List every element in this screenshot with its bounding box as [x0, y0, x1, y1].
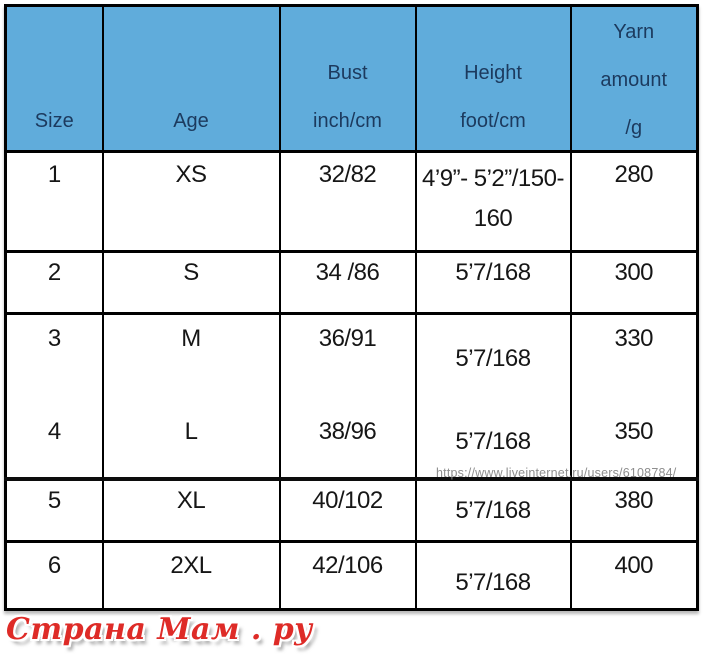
watermark-url: https://www.liveinternet.ru/users/610878… [436, 466, 677, 480]
cell-size: 1 [4, 150, 104, 253]
cell-bust: 42/106 [278, 540, 417, 611]
cell-size: 2 [4, 250, 104, 315]
header-age-label: Age [173, 110, 209, 132]
table-row-size-6: 6 2XL 42/106 5’7/168 400 [4, 540, 699, 611]
header-bust-unit: inch/cm [313, 110, 382, 132]
header-yarn: Yarn amount /g [569, 4, 699, 153]
cell-bust: 32/82 [278, 150, 417, 253]
header-size-label: Size [34, 110, 74, 132]
cell-age: XL [101, 476, 281, 543]
header-age-content: Age [104, 7, 279, 148]
cell-yarn: 330 [569, 312, 699, 396]
table-row-size-5: 5 XL 40/102 5’7/168 380 [4, 476, 699, 543]
table-row-size-3: 3 M 36/91 5’7/168 330 [4, 312, 699, 396]
cell-height: 4’9”- 5’2”/150- 160 [414, 150, 572, 253]
header-yarn-label: Yarn [613, 21, 655, 43]
cell-age: L [101, 395, 281, 480]
cell-yarn: 280 [569, 150, 699, 253]
header-yarn-content: Yarn amount /g [572, 7, 697, 148]
cell-height: 5’7/168 [414, 250, 572, 315]
cell-bust: 34 /86 [278, 250, 417, 315]
cell-age: S [101, 250, 281, 315]
header-age: Age [101, 4, 281, 153]
cell-bust: 38/96 [278, 395, 417, 480]
header-yarn-label2: amount [600, 69, 668, 91]
site-logo-watermark: Страна Мам . ру [6, 612, 313, 647]
cell-age: XS [101, 150, 281, 253]
cell-yarn: 350 [569, 395, 699, 480]
cell-height: 5’7/168 [414, 312, 572, 396]
cell-age: M [101, 312, 281, 396]
header-yarn-unit: /g [625, 117, 643, 139]
cell-size: 6 [4, 540, 104, 611]
size-chart-table: Size Age Bust inch/cm Height [4, 4, 699, 611]
cell-bust: 40/102 [278, 476, 417, 543]
cell-yarn: 380 [569, 476, 699, 543]
table-row-size-4: 4 L 38/96 5’7/168 350 [4, 395, 699, 480]
cell-height: 5’7/168 [414, 395, 572, 480]
header-bust-content: Bust inch/cm [281, 7, 415, 148]
header-bust: Bust inch/cm [278, 4, 417, 153]
cell-yarn: 400 [569, 540, 699, 611]
header-height-unit: foot/cm [460, 110, 526, 132]
cell-size: 5 [4, 476, 104, 543]
cell-height: 5’7/168 [414, 476, 572, 543]
table-row-size-1: 1 XS 32/82 4’9”- 5’2”/150- 160 280 [4, 150, 699, 253]
header-height: Height foot/cm [414, 4, 572, 153]
cell-yarn: 300 [569, 250, 699, 315]
cell-size: 3 [4, 312, 104, 396]
cell-size: 4 [4, 395, 104, 480]
table-header-row: Size Age Bust inch/cm Height [4, 4, 699, 153]
header-height-label: Height [464, 62, 522, 84]
header-bust-label: Bust [327, 62, 368, 84]
header-height-content: Height foot/cm [417, 7, 570, 148]
cell-height: 5’7/168 [414, 540, 572, 611]
cell-age: 2XL [101, 540, 281, 611]
table-row-size-2: 2 S 34 /86 5’7/168 300 [4, 250, 699, 315]
cell-bust: 36/91 [278, 312, 417, 396]
header-size: Size [4, 4, 104, 153]
header-size-content: Size [7, 7, 102, 148]
